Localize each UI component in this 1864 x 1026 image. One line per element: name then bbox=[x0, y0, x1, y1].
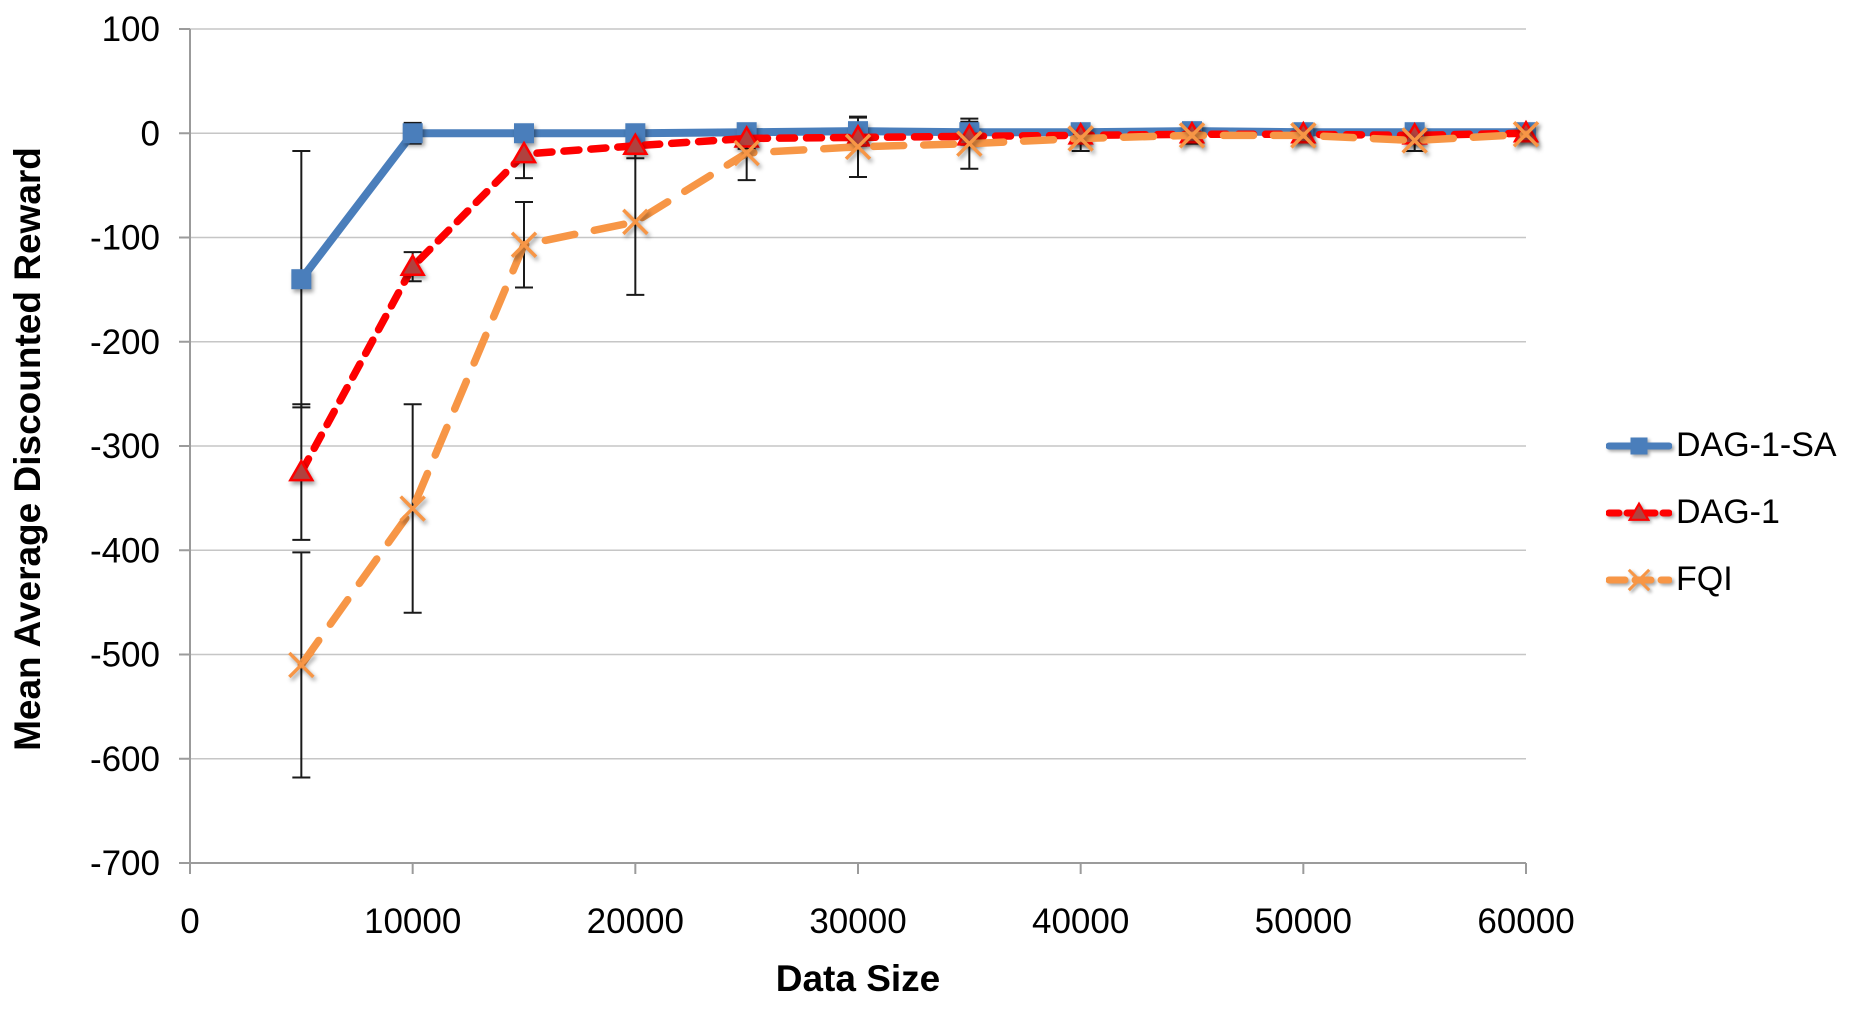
triangle-marker-icon bbox=[510, 140, 538, 164]
x-tick-label: 10000 bbox=[364, 902, 461, 941]
x-marker-icon bbox=[956, 130, 983, 157]
x-marker-icon bbox=[1512, 121, 1540, 148]
triangle-marker-icon bbox=[622, 132, 649, 156]
x-marker-icon bbox=[1627, 568, 1651, 591]
x-marker-icon bbox=[622, 208, 649, 236]
triangle-marker-icon bbox=[1627, 501, 1651, 521]
error-bars-DAG-1 bbox=[292, 127, 1535, 541]
y-tick-label: -500 bbox=[90, 636, 160, 675]
triangle-marker-icon bbox=[288, 458, 315, 482]
x-marker-icon bbox=[510, 231, 538, 259]
legend-swatch-x-icon bbox=[1606, 568, 1672, 591]
legend-item-dag-1[interactable]: DAG-1 bbox=[1606, 479, 1837, 546]
x-tick-label: 50000 bbox=[1255, 902, 1352, 941]
x-marker-icon bbox=[399, 495, 426, 522]
x-marker-icon bbox=[733, 139, 760, 167]
square-marker-icon bbox=[1630, 437, 1648, 454]
y-tick-label: 100 bbox=[102, 10, 160, 49]
legend-label: DAG-1 bbox=[1676, 493, 1780, 531]
error-bars-DAG-1-SA bbox=[292, 116, 1535, 409]
triangle-marker-icon bbox=[399, 253, 426, 276]
x-marker-icon bbox=[1290, 122, 1317, 149]
triangle-marker-icon bbox=[733, 124, 760, 148]
y-tick-label: -100 bbox=[90, 219, 160, 258]
legend: DAG-1-SA DAG-1 FQI bbox=[1606, 412, 1837, 613]
legend-item-dag-1-sa[interactable]: DAG-1-SA bbox=[1606, 412, 1837, 479]
x-marker-icon bbox=[1178, 122, 1206, 149]
legend-label: DAG-1-SA bbox=[1676, 426, 1837, 464]
x-marker-icon bbox=[288, 651, 315, 679]
x-marker-icon bbox=[844, 133, 872, 161]
x-tick-label: 40000 bbox=[1032, 902, 1129, 941]
x-axis-title: Data Size bbox=[775, 958, 941, 999]
square-marker-icon bbox=[514, 123, 534, 144]
y-tick-label: -400 bbox=[90, 531, 160, 570]
series-markers-DAG-1 bbox=[288, 119, 1540, 482]
error-bars-FQI bbox=[292, 115, 1535, 779]
y-tick-label: -300 bbox=[90, 427, 160, 466]
series-line-DAG-1 bbox=[297, 129, 1530, 476]
x-tick-label: 0 bbox=[180, 902, 199, 941]
y-axis-title: Mean Average Discounted Reward bbox=[7, 147, 48, 751]
y-tick-label: -700 bbox=[90, 844, 160, 883]
legend-swatch-triangle-icon bbox=[1606, 501, 1672, 521]
x-marker-icon bbox=[1067, 125, 1094, 152]
square-marker-icon bbox=[291, 269, 312, 290]
series-markers-FQI bbox=[288, 121, 1540, 679]
x-tick-label: 60000 bbox=[1477, 902, 1574, 941]
series-line-FQI bbox=[297, 130, 1530, 669]
y-tick-label: -200 bbox=[90, 323, 160, 362]
x-tick-label: 20000 bbox=[587, 902, 684, 941]
x-tick-label: 30000 bbox=[809, 902, 906, 941]
legend-swatch-square-icon bbox=[1606, 437, 1672, 454]
legend-label: FQI bbox=[1676, 560, 1733, 598]
y-tick-label: -600 bbox=[90, 740, 160, 779]
legend-item-fqi[interactable]: FQI bbox=[1606, 546, 1837, 613]
series-line-DAG-1-SA bbox=[297, 127, 1530, 284]
y-tick-label: 0 bbox=[141, 114, 160, 153]
x-marker-icon bbox=[1401, 127, 1428, 154]
square-marker-icon bbox=[402, 123, 423, 144]
